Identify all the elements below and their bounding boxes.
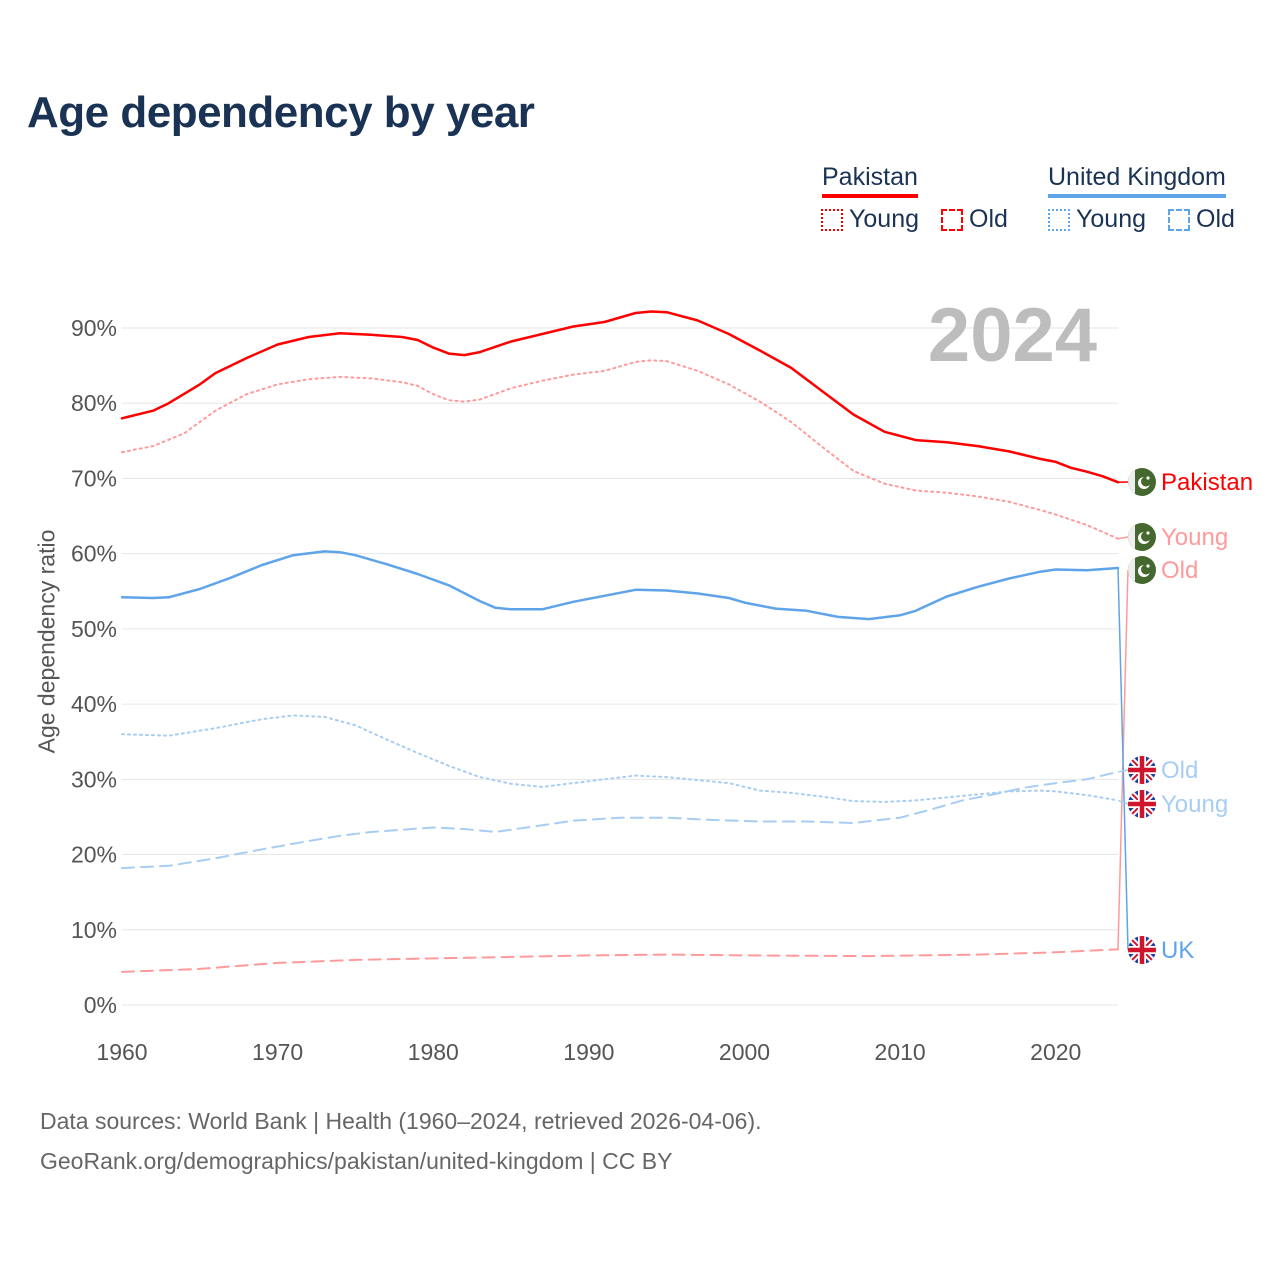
legend-pakistan-young[interactable]: Young [821, 205, 919, 234]
x-tick-label: 1990 [563, 1039, 614, 1065]
label-connector [1117, 567, 1129, 951]
pakistan-flag-icon [1128, 468, 1156, 496]
end-label: Old [1161, 557, 1198, 584]
dotted-swatch-icon [1048, 208, 1070, 231]
chart-title: Age dependency by year [27, 88, 535, 137]
pakistan-flag-icon [1128, 523, 1156, 551]
end-label: Young [1161, 791, 1228, 818]
legend-label: Old [1196, 205, 1235, 233]
y-tick-label: 20% [71, 842, 117, 868]
legend-united-kingdom[interactable]: United Kingdom [1048, 163, 1226, 198]
x-tick-label: 1970 [252, 1039, 303, 1065]
series-line-pakistan [120, 310, 1120, 484]
legend-label: Young [849, 205, 919, 233]
source-link[interactable]: GeoRank.org/demographics/pakistan/united… [40, 1148, 673, 1174]
legend-pakistan-old[interactable]: Old [941, 205, 1008, 234]
y-tick-label: 80% [71, 390, 117, 416]
uk-flag-icon [1128, 756, 1156, 784]
legend-label: Young [1076, 205, 1146, 233]
series-line-united-kingdom [120, 550, 1120, 621]
pakistan-flag-icon [1128, 556, 1156, 584]
series-line-united-kingdom-old [121, 770, 1119, 870]
uk-flag-icon [1128, 790, 1156, 818]
x-tick-label: 2000 [719, 1039, 770, 1065]
legend-uk-young[interactable]: Young [1048, 205, 1146, 234]
data-sources: Data sources: World Bank | Health (1960–… [40, 1108, 762, 1134]
y-axis-label: Age dependency ratio [33, 529, 60, 754]
y-tick-label: 40% [71, 691, 117, 717]
label-connector [1117, 536, 1129, 540]
y-tick-label: 0% [84, 992, 117, 1018]
dotted-swatch-icon [821, 208, 843, 231]
series-line-pakistan-old [121, 948, 1119, 973]
uk-flag-icon [1128, 936, 1156, 964]
y-tick-label: 70% [71, 465, 117, 491]
y-tick-label: 10% [71, 917, 117, 943]
series-line-pakistan-young [121, 359, 1119, 540]
legend-pakistan[interactable]: Pakistan [822, 163, 918, 198]
end-label: UK [1161, 937, 1194, 964]
end-label: Young [1161, 524, 1228, 551]
end-label: Old [1161, 757, 1198, 784]
legend-label: Old [969, 205, 1008, 233]
x-tick-label: 1960 [96, 1039, 147, 1065]
end-label: Pakistan [1161, 469, 1253, 496]
x-tick-label: 1980 [408, 1039, 459, 1065]
series-line-united-kingdom-young [121, 714, 1119, 803]
y-tick-label: 90% [71, 315, 117, 341]
dashed-swatch-icon [941, 208, 963, 231]
y-tick-label: 30% [71, 766, 117, 792]
y-tick-label: 50% [71, 616, 117, 642]
x-tick-label: 2010 [875, 1039, 926, 1065]
x-tick-label: 2020 [1030, 1039, 1081, 1065]
legend-uk-old[interactable]: Old [1168, 205, 1235, 234]
year-badge: 2024 [927, 293, 1097, 378]
y-tick-label: 60% [71, 541, 117, 567]
dashed-swatch-icon [1168, 208, 1190, 231]
label-connector [1117, 769, 1129, 773]
label-connector [1117, 799, 1129, 805]
